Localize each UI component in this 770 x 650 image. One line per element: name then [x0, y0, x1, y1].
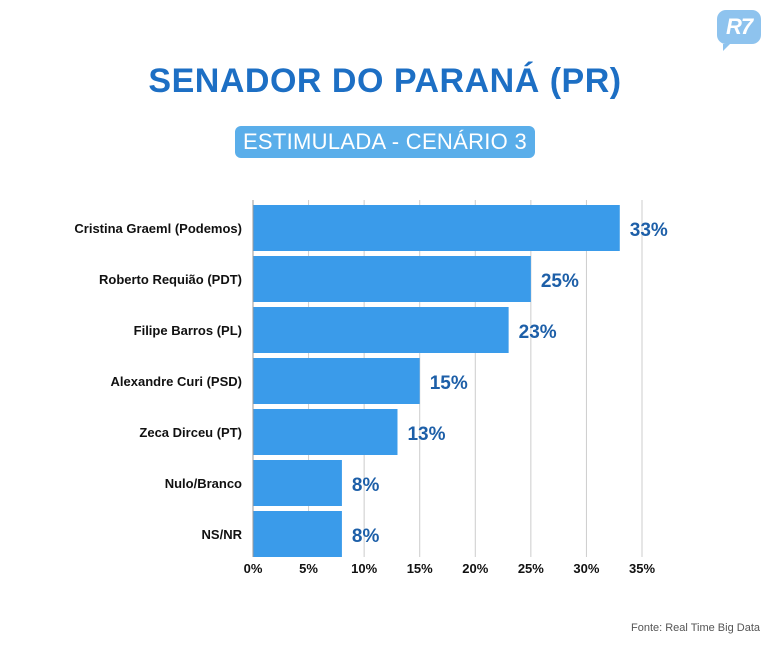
source-note: Fonte: Real Time Big Data [630, 622, 760, 634]
bar-chart: Cristina Graeml (Podemos) 33% Roberto Requ… [74, 200, 668, 576]
category-label-5: Nulo/Branco [165, 476, 242, 491]
value-label-6: 8% [352, 526, 380, 547]
bar-2 [253, 307, 509, 353]
category-label-1: Roberto Requião (PDT) [99, 272, 242, 287]
x-tick-label-1: 5% [299, 561, 318, 576]
chart-subtitle: ESTIMULADA - CENÁRIO 3 [234, 126, 536, 158]
bar-4 [253, 409, 398, 455]
category-label-3: Alexandre Curi (PSD) [111, 374, 242, 389]
category-label-6: NS/NR [202, 527, 243, 542]
r7-logo: R7 [717, 10, 761, 51]
value-label-4: 13% [407, 424, 445, 445]
subtitle-container: ESTIMULADA - CENÁRIO 3 [0, 126, 770, 158]
x-tick-label-4: 20% [462, 561, 488, 576]
x-tick-label-3: 15% [407, 561, 433, 576]
chart-title: SENADOR DO PARANÁ (PR) [148, 62, 622, 100]
value-label-2: 23% [519, 322, 557, 343]
x-tick-label-7: 35% [629, 561, 655, 576]
x-tick-label-0: 0% [244, 561, 263, 576]
bar-1 [253, 256, 531, 302]
category-label-2: Filipe Barros (PL) [134, 323, 242, 338]
x-tick-label-6: 30% [573, 561, 599, 576]
bar-6 [253, 511, 342, 557]
category-label-4: Zeca Dirceu (PT) [139, 425, 242, 440]
value-label-0: 33% [630, 220, 668, 241]
value-label-1: 25% [541, 271, 579, 292]
category-label-0: Cristina Graeml (Podemos) [74, 221, 242, 236]
bar-0 [253, 205, 620, 251]
value-label-3: 15% [430, 373, 468, 394]
bar-3 [253, 358, 420, 404]
x-tick-label-5: 25% [518, 561, 544, 576]
value-label-5: 8% [352, 475, 380, 496]
bar-5 [253, 460, 342, 506]
x-tick-label-2: 10% [351, 561, 377, 576]
